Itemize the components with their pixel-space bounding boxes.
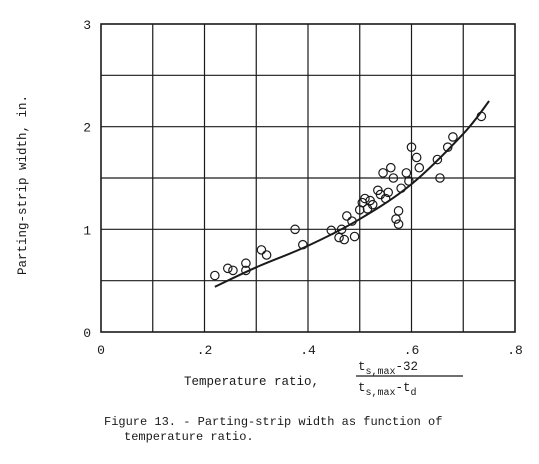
data-point [290,224,300,235]
figure-caption-line1: Figure 13. - Parting-strip width as func… [104,415,442,429]
data-point [228,265,238,276]
y-tick-label: 3 [83,18,91,33]
data-point [256,245,267,255]
grid [100,23,516,333]
data-point [241,258,251,269]
y-tick-label: 1 [83,223,91,238]
data-point [222,263,233,274]
x-tick-labels: 0 .2 .4 .6 .8 [97,343,523,358]
data-point [401,168,412,178]
y-tick-label: 0 [83,326,91,341]
x-tick-label: .2 [197,343,213,358]
data-point [388,173,399,183]
data-point [432,154,443,165]
data-point [404,176,414,186]
den-rest: -t [396,381,411,395]
data-point [380,193,391,204]
data-point [391,214,401,224]
data-point [385,162,396,173]
data-point [334,232,344,243]
den-sub: s,max [366,388,396,399]
expression-numerator: ts,max-32 [358,360,418,378]
num-sub: s,max [366,367,396,378]
data-point [411,152,422,163]
den-main: t [358,381,366,395]
data-point [396,183,406,194]
data-point [414,162,425,173]
data-point [476,111,487,122]
data-point [326,225,337,236]
data-point [448,132,458,142]
data-point [349,231,360,242]
data-point [241,265,251,276]
data-point [336,224,347,235]
y-axis-label: Parting-strip width, in. [16,95,30,275]
data-point [210,270,220,281]
data-point [360,193,370,204]
data-point [393,219,404,229]
data-point [393,206,404,216]
y-tick-label: 2 [83,121,91,136]
x-tick-label: .4 [300,343,316,358]
x-tick-label: 0 [97,343,105,358]
data-point [383,187,394,198]
data-points [210,111,487,281]
data-point [298,239,308,250]
den-sub2: d [411,387,417,399]
figure-caption-line2: temperature ratio. [124,430,254,444]
data-point [261,250,272,260]
x-axis-expression: ts,max-32 ts,max-td [356,360,463,399]
data-point [378,168,388,178]
fit-curve [214,100,490,288]
data-point [347,216,357,226]
plot-frame [100,23,516,333]
data-point [367,199,378,210]
data-point [435,173,445,183]
fit-curve-group [214,100,490,288]
data-point [406,142,417,152]
data-point [339,234,350,245]
x-axis-label: Temperature ratio, [184,375,319,389]
data-point [442,142,453,152]
num-rest: -32 [396,360,419,374]
expression-denominator: ts,max-td [358,381,417,399]
data-point [342,211,352,221]
x-tick-label: .6 [404,343,420,358]
x-tick-label: .8 [507,343,523,358]
num-main: t [358,360,366,374]
y-tick-labels: 0 1 2 3 [83,18,91,341]
